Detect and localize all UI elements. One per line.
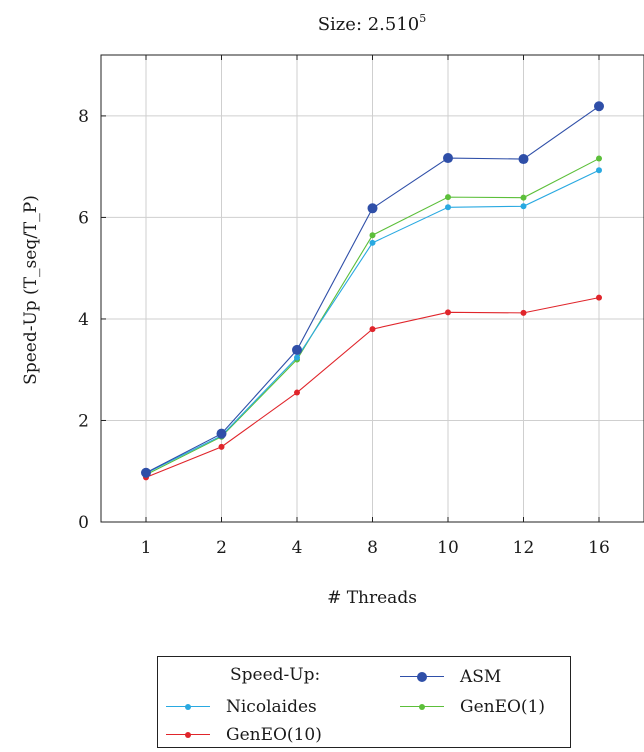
legend-swatch-nicolaides xyxy=(166,695,210,719)
x-axis-label: # Threads xyxy=(327,588,417,608)
y-tick-label: 2 xyxy=(78,411,89,431)
x-tick-label: 16 xyxy=(588,538,610,558)
data-point-geneo-10 xyxy=(369,326,376,333)
data-point-geneo-10 xyxy=(596,294,602,301)
y-tick-label: 4 xyxy=(78,310,89,330)
data-point-geneo-1 xyxy=(369,232,376,239)
legend-entry-nicolaides: Nicolaides xyxy=(166,695,317,719)
legend-entry-geneo-10: GenEO(10) xyxy=(166,723,322,747)
legend-swatch-asm xyxy=(400,665,444,689)
data-point-nicolaides xyxy=(445,204,451,211)
data-point-asm xyxy=(518,154,529,165)
y-axis-label: Speed-Up (T_seq/T_P) xyxy=(21,195,41,385)
x-tick-label: 12 xyxy=(513,538,535,558)
data-point-nicolaides xyxy=(369,239,376,246)
data-point-asm xyxy=(292,344,302,355)
y-tick-label: 6 xyxy=(78,208,89,228)
data-point-asm xyxy=(367,203,378,214)
chart-title: Size: 2.5105 xyxy=(318,12,427,35)
legend-entry-geneo-1: GenEO(1) xyxy=(400,695,545,719)
series-layer xyxy=(141,101,604,481)
y-tick-label: 0 xyxy=(78,513,89,533)
x-tick-label: 4 xyxy=(292,538,303,558)
legend-label-geneo-1: GenEO(1) xyxy=(460,697,546,717)
data-point-asm xyxy=(141,467,151,478)
data-point-nicolaides xyxy=(520,203,527,210)
data-point-asm xyxy=(443,153,453,164)
x-tick-label: 1 xyxy=(141,538,152,558)
data-point-asm xyxy=(594,101,604,112)
data-point-asm xyxy=(216,428,227,439)
grid-lines xyxy=(101,55,644,523)
legend-swatch-geneo-1 xyxy=(400,695,444,719)
data-point-geneo-10 xyxy=(445,309,451,316)
data-point-nicolaides xyxy=(596,167,602,174)
data-point-nicolaides xyxy=(294,354,300,361)
legend-heading: Speed-Up: xyxy=(230,665,321,685)
legend-label-asm: ASM xyxy=(460,667,502,687)
x-tick-label: 2 xyxy=(216,538,227,558)
legend-label-nicolaides: Nicolaides xyxy=(226,697,317,717)
data-point-geneo-1 xyxy=(445,194,451,201)
legend-label-geneo-10: GenEO(10) xyxy=(226,725,322,745)
data-point-geneo-10 xyxy=(294,389,300,396)
x-tick-label: 8 xyxy=(367,538,378,558)
data-point-geneo-10 xyxy=(520,309,527,316)
data-point-geneo-1 xyxy=(520,194,527,201)
data-point-geneo-1 xyxy=(596,155,602,162)
series-asm xyxy=(141,101,604,478)
data-point-geneo-10 xyxy=(218,443,225,450)
x-tick-label: 10 xyxy=(437,538,459,558)
legend-entry-asm: ASM xyxy=(400,665,501,689)
legend: Speed-Up: ASM Nicolaides GenEO(1) GenEO(10) xyxy=(157,656,571,748)
y-tick-label: 8 xyxy=(78,107,89,127)
legend-swatch-geneo-10 xyxy=(166,723,210,747)
